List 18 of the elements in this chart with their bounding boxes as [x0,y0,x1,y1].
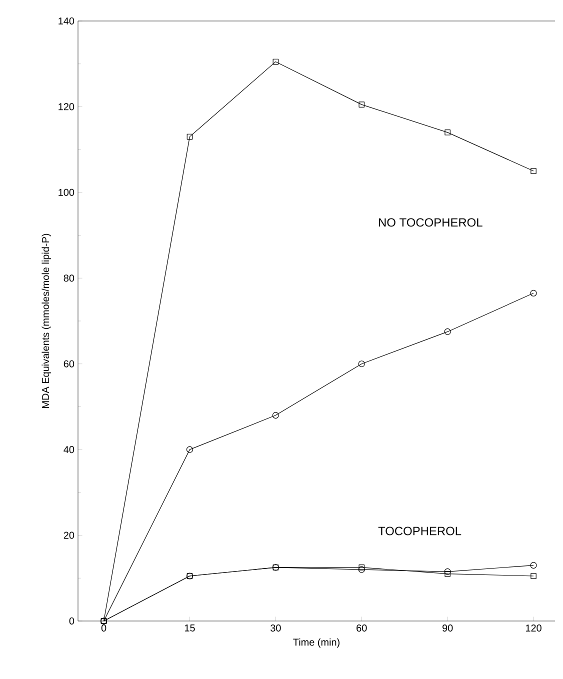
y-tick-label: 20 [64,532,74,539]
y-tick-label: 80 [64,274,74,282]
y-tick-label: 100 [58,188,74,196]
y-tick-label: 140 [58,17,74,25]
y-axis-title: MDA Equivalents (mmoles/mole lipid-P) [42,234,52,408]
y-tick-label: 0 [69,617,74,625]
annotation: NO TOCOPHEROL [379,218,482,227]
y-tick-label: 60 [64,360,74,368]
x-axis-title: Time (min) [293,638,340,648]
x-tick-label: 90 [442,624,453,632]
x-tick-label: 30 [270,624,281,632]
x-tick-label: 60 [356,624,367,632]
x-tick-label: 15 [184,624,195,632]
annotation: TOCOPHEROL [378,526,462,536]
x-tick-label: 0 [101,624,106,632]
y-tick-label: 120 [58,103,74,110]
y-tick-label: 40 [64,446,74,454]
x-tick-label: 120 [526,624,542,632]
